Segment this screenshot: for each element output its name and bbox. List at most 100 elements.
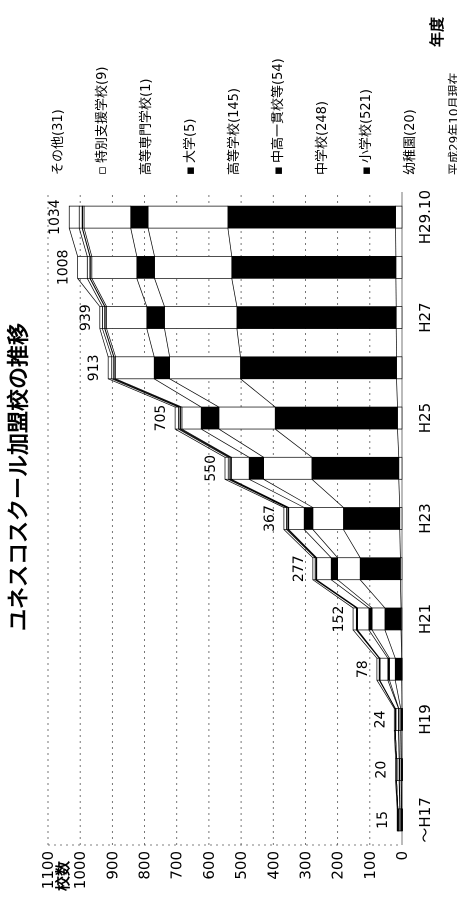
bar-segment	[359, 557, 401, 581]
bar-segment	[164, 306, 238, 329]
total-label: 705	[153, 405, 169, 432]
series-connector	[104, 328, 114, 357]
series-connector	[218, 428, 264, 458]
bar-segment	[395, 306, 403, 329]
bar-segment	[236, 306, 397, 329]
series-connector	[303, 529, 332, 558]
series-connector	[169, 378, 220, 408]
x-tick-label: H19	[416, 704, 434, 734]
bar-segment	[224, 456, 229, 480]
legend-marker: ▪	[183, 166, 198, 175]
series-connector	[231, 278, 238, 307]
series-connector	[396, 780, 399, 809]
series-connector	[286, 529, 316, 558]
bar-segment	[283, 507, 287, 530]
series-connector	[274, 428, 313, 458]
bars	[68, 205, 403, 832]
series-connector	[312, 529, 338, 558]
series-connector	[389, 680, 400, 709]
series-connector	[396, 378, 398, 408]
legend-item: 特別支援学校(9)	[94, 67, 110, 163]
series-connector	[397, 429, 400, 458]
series-connector	[113, 378, 181, 408]
y-tick-label: 100	[361, 851, 379, 880]
series-connector	[248, 478, 305, 508]
axes: 校数 年度 0 100 200 300 400 500 600 700 800 900 1000 11…	[39, 16, 446, 891]
series-connector	[337, 579, 373, 609]
bar-segment	[248, 456, 264, 480]
legend: その他(31) ▫ 特別支援学校(9) 高等専門学校(1) ▪ 大学(5) 高等学校(145…	[51, 58, 457, 175]
legend-item: 大学(5)	[182, 119, 198, 163]
total-label: 367	[262, 505, 278, 532]
bar-segment	[288, 507, 305, 530]
x-tick-label: H21	[416, 604, 434, 634]
legend-marker: ▫	[95, 166, 110, 175]
bar-segment	[389, 657, 396, 681]
series-connector	[179, 428, 230, 458]
series-connector	[164, 328, 170, 357]
bar-segment	[231, 456, 250, 480]
series-connector	[130, 228, 138, 257]
series-connector	[174, 428, 226, 458]
bar-segment	[330, 557, 338, 581]
series-connector	[398, 780, 401, 809]
legend-item: 中高一貫校等(54)	[270, 58, 286, 163]
chart-title: ユネスコスクール加盟校の推移	[6, 323, 32, 631]
series-connector	[224, 478, 285, 508]
series-connector	[398, 479, 401, 508]
legend-item: 高等専門学校(1)	[138, 79, 154, 175]
series-connector	[368, 629, 389, 659]
series-connector	[352, 629, 378, 659]
bar-segment	[357, 607, 370, 631]
bar-segment	[394, 657, 403, 681]
series-connector	[283, 529, 314, 558]
series-connector	[356, 629, 380, 659]
legend-item: 中学校(248)	[314, 101, 330, 175]
total-labels: 15 20 24 78 152 277 367 550 705 913 939 1008 1034	[47, 199, 391, 829]
bar-segment	[83, 205, 132, 229]
bar-segment	[368, 607, 373, 631]
total-label: 277	[291, 555, 307, 582]
series-connector	[236, 328, 241, 357]
bar-segment	[153, 356, 170, 380]
y-axis-label: 校数	[54, 860, 72, 891]
series-connector	[81, 228, 91, 257]
bar-segment	[106, 306, 148, 329]
series-connector	[240, 378, 276, 408]
bar-segment	[227, 205, 396, 229]
bar-segment	[107, 356, 113, 380]
series-connector	[111, 378, 179, 408]
bar-segment	[376, 657, 380, 681]
bar-segment	[147, 205, 229, 229]
series-connector	[359, 579, 386, 609]
total-label: 15	[375, 811, 391, 829]
bar-segment	[312, 557, 316, 581]
x-tick-label: H23	[416, 503, 434, 533]
series-connector	[154, 278, 165, 307]
bar-segment	[395, 758, 397, 782]
x-tick-label: ～H17	[416, 797, 434, 842]
bar-segment	[86, 255, 91, 279]
total-label: 152	[331, 606, 347, 633]
bar-segment	[396, 356, 403, 380]
bar-segment	[397, 406, 403, 430]
series-connector	[399, 529, 401, 558]
series-connector	[115, 378, 183, 408]
series-connector	[146, 328, 155, 357]
bar-segment	[174, 406, 179, 430]
x-tick-label: H27	[416, 302, 434, 332]
series-connector	[384, 629, 396, 659]
bar-segment	[398, 456, 403, 480]
bar-segment	[384, 607, 402, 631]
series-connector	[86, 278, 103, 307]
series-connector	[400, 579, 402, 608]
series-connector	[316, 579, 358, 609]
y-tick-label: 400	[264, 851, 282, 880]
bar-segment	[337, 557, 361, 581]
y-tick-label: 800	[136, 851, 154, 880]
y-tick-label: 600	[200, 851, 218, 880]
series-connector	[376, 680, 395, 709]
series-connector	[288, 529, 317, 558]
series-connector	[154, 378, 202, 408]
